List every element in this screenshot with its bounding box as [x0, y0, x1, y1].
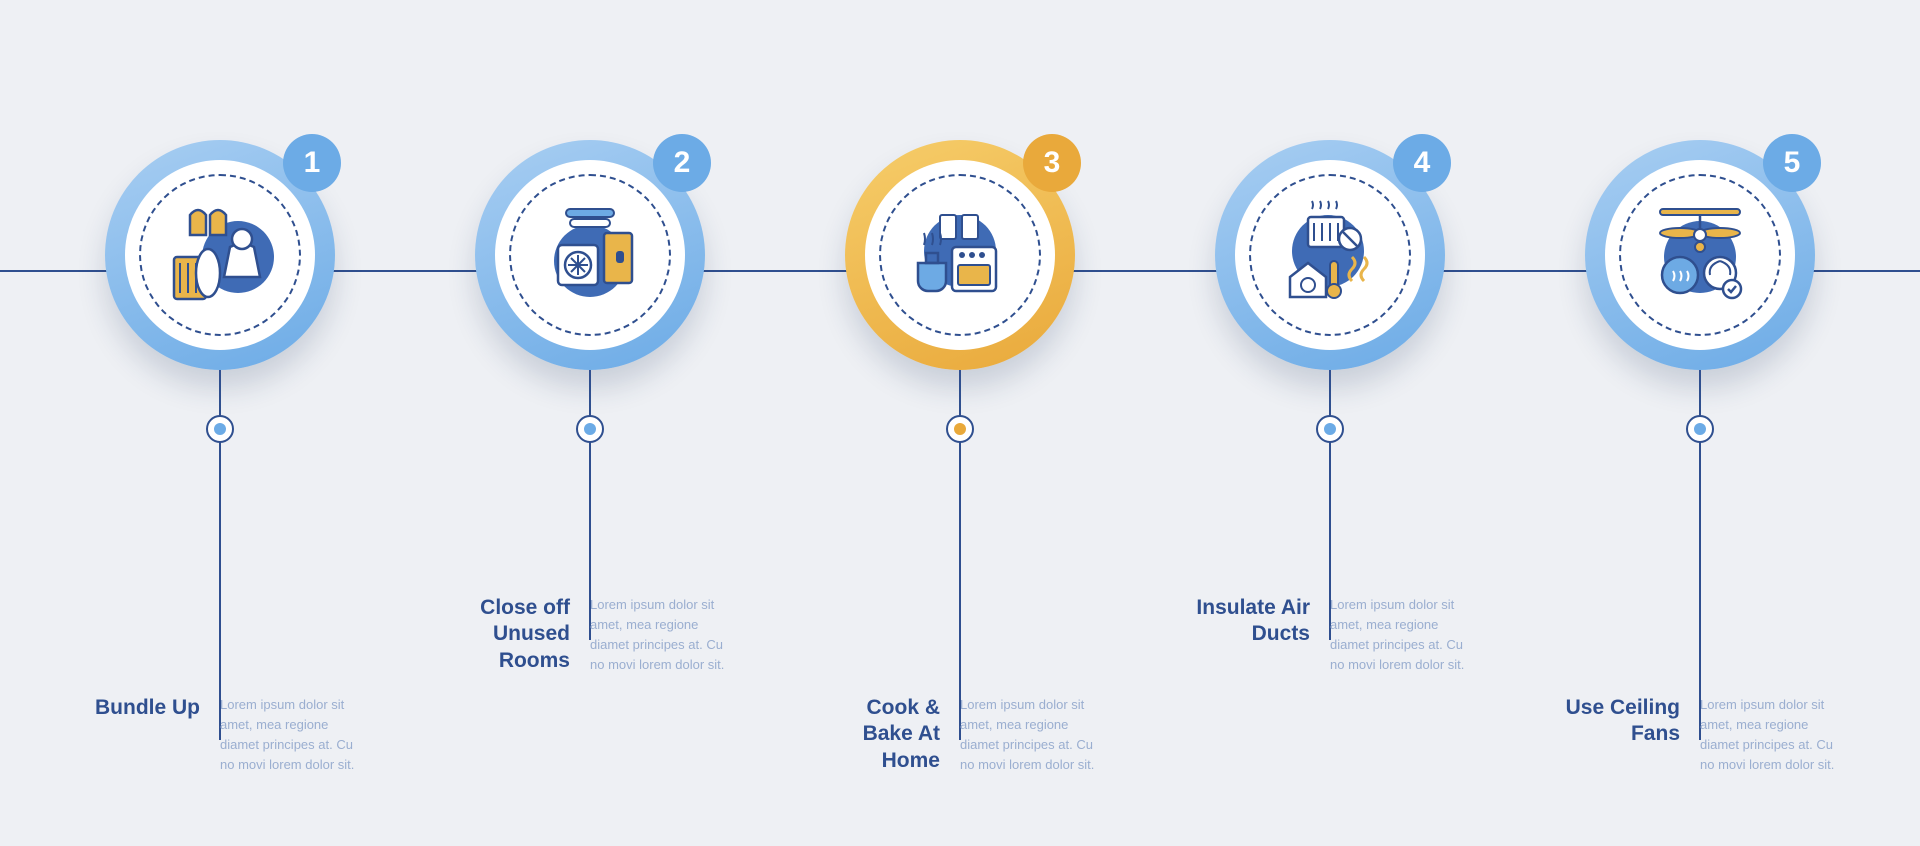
steps-row: 1 Bundle Up Lorem ipsum dolor sit amet, …: [0, 140, 1920, 370]
step-body: Lorem ipsum dolor sit amet, mea regione …: [590, 595, 725, 676]
connector-dot: [946, 415, 974, 443]
step-text-block: Bundle Up Lorem ipsum dolor sit amet, me…: [85, 695, 355, 776]
step-number: 4: [1414, 146, 1431, 180]
dot-inner: [1694, 423, 1706, 435]
step-number-badge: 4: [1393, 134, 1451, 192]
connector-dot: [1686, 415, 1714, 443]
step-body: Lorem ipsum dolor sit amet, mea regione …: [1700, 695, 1835, 776]
step-body: Lorem ipsum dolor sit amet, mea regione …: [960, 695, 1095, 776]
dot-inner: [1324, 423, 1336, 435]
step-text-block: Use Ceiling Fans Lorem ipsum dolor sit a…: [1565, 695, 1835, 776]
step-text-block: Cook & Bake At Home Lorem ipsum dolor si…: [825, 695, 1095, 776]
step-text-block: Insulate Air Ducts Lorem ipsum dolor sit…: [1195, 595, 1465, 676]
step-number: 1: [304, 146, 321, 180]
step-number-badge: 5: [1763, 134, 1821, 192]
step-title: Bundle Up: [85, 695, 200, 776]
step-title: Close off Unused Rooms: [455, 595, 570, 676]
connector-dot: [1316, 415, 1344, 443]
step-title: Insulate Air Ducts: [1195, 595, 1310, 676]
step-number: 2: [674, 146, 691, 180]
step-3: 3 Cook & Bake At Home Lorem ipsum dolor …: [825, 140, 1095, 370]
dot-inner: [214, 423, 226, 435]
step-1: 1 Bundle Up Lorem ipsum dolor sit amet, …: [85, 140, 355, 370]
step-body: Lorem ipsum dolor sit amet, mea regione …: [220, 695, 355, 776]
step-number-badge: 2: [653, 134, 711, 192]
step-circle: 4: [1215, 140, 1445, 370]
step-number: 5: [1784, 146, 1801, 180]
dot-inner: [584, 423, 596, 435]
step-number-badge: 1: [283, 134, 341, 192]
step-title: Cook & Bake At Home: [825, 695, 940, 776]
step-title: Use Ceiling Fans: [1565, 695, 1680, 776]
step-5: 5 Use Ceiling Fans Lorem ipsum dolor sit…: [1565, 140, 1835, 370]
step-circle: 2: [475, 140, 705, 370]
connector-dot: [576, 415, 604, 443]
step-circle: 3: [845, 140, 1075, 370]
dashed-ring: [879, 174, 1041, 336]
dashed-ring: [139, 174, 301, 336]
step-number-badge: 3: [1023, 134, 1081, 192]
step-body: Lorem ipsum dolor sit amet, mea regione …: [1330, 595, 1465, 676]
step-text-block: Close off Unused Rooms Lorem ipsum dolor…: [455, 595, 725, 676]
step-2: 2 Close off Unused Rooms Lorem ipsum dol…: [455, 140, 725, 370]
dashed-ring: [509, 174, 671, 336]
step-circle: 5: [1585, 140, 1815, 370]
step-number: 3: [1044, 146, 1061, 180]
dashed-ring: [1619, 174, 1781, 336]
step-4: 4 Insulate Air Ducts Lorem ipsum dolor s…: [1195, 140, 1465, 370]
connector-dot: [206, 415, 234, 443]
dot-inner: [954, 423, 966, 435]
dashed-ring: [1249, 174, 1411, 336]
step-circle: 1: [105, 140, 335, 370]
